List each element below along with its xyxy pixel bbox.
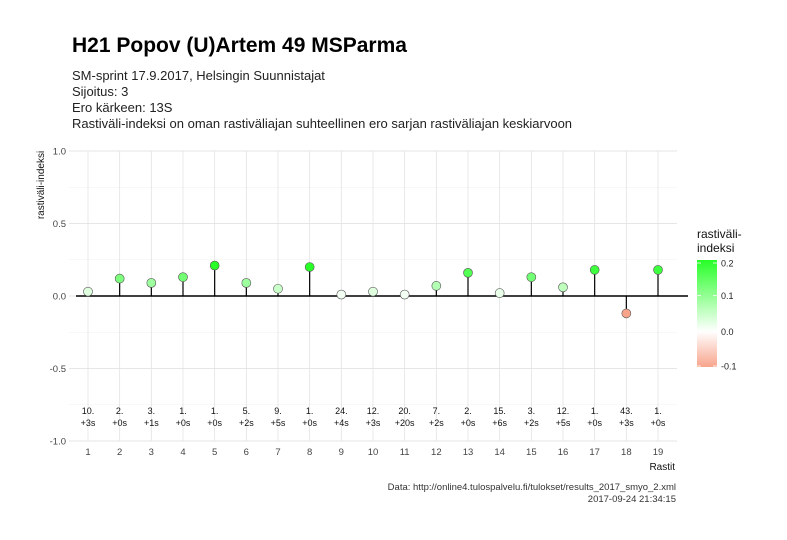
rank-label: 20. — [398, 406, 411, 416]
chart-subtitle-description: Rastiväli-indeksi on oman rastiväliajan … — [72, 116, 573, 131]
diff-label: +4s — [334, 418, 349, 428]
rank-label: 12. — [367, 406, 380, 416]
rank-label: 24. — [335, 406, 348, 416]
y-tick-label: 0.0 — [53, 292, 66, 303]
legend-title-line-2: indeksi — [697, 241, 734, 255]
y-tick-label: 0.5 — [53, 219, 66, 230]
lollipop-point — [114, 273, 125, 284]
lollipop-point — [178, 272, 188, 282]
lollipop-point — [526, 272, 537, 282]
rank-label: 2. — [116, 406, 124, 416]
lollipop-point — [621, 308, 632, 319]
diff-label: +3s — [81, 418, 96, 428]
x-tick-label: 5 — [212, 447, 217, 458]
y-tick-label: -1.0 — [50, 437, 66, 448]
y-axis-title: rastiväli-indeksi — [36, 151, 47, 219]
rank-label: 12. — [557, 406, 570, 416]
diff-label: +0s — [651, 418, 666, 428]
rank-label: 1. — [211, 406, 219, 416]
x-tick-label: 16 — [558, 447, 569, 458]
rank-label: 3. — [528, 406, 536, 416]
x-axis-title: Rastit — [649, 462, 675, 473]
x-tick-label: 10 — [368, 447, 379, 458]
rank-label: 1. — [654, 406, 662, 416]
legend-tick-label: 0.0 — [721, 327, 734, 337]
lollipop-point — [146, 278, 157, 288]
lollipop-point — [589, 265, 600, 275]
lollipop-point — [399, 289, 410, 300]
rank-label: 5. — [243, 406, 251, 416]
x-tick-label: 9 — [339, 447, 344, 458]
diff-label: +5s — [556, 418, 571, 428]
lollipop-point — [653, 265, 663, 275]
rank-label: 15. — [493, 406, 506, 416]
lollipop-point — [558, 282, 568, 293]
timestamp-caption: 2017-09-24 21:34:15 — [587, 494, 676, 505]
data-source-caption: Data: http://online4.tulospalvelu.fi/tul… — [387, 482, 676, 493]
x-tick-label: 11 — [400, 447, 410, 458]
rank-label: 10. — [82, 406, 95, 416]
lollipop-point — [209, 260, 220, 271]
diff-label: +0s — [207, 418, 222, 428]
lollipop-point — [273, 283, 283, 294]
diff-label: +0s — [587, 418, 602, 428]
diff-label: +2s — [524, 418, 539, 428]
rank-label: 1. — [179, 406, 187, 416]
diff-label: +0s — [112, 418, 127, 428]
diff-label: +1s — [144, 418, 159, 428]
diff-label: +0s — [176, 418, 191, 428]
lollipop-point — [494, 288, 505, 298]
chart-subtitle-gap: Ero kärkeen: 13S — [72, 100, 173, 115]
lollipop-point — [463, 267, 473, 278]
y-tick-label: -0.5 — [50, 364, 66, 375]
chart-title: H21 Popov (U)Artem 49 MSParma — [72, 34, 407, 57]
x-tick-label: 15 — [526, 447, 537, 458]
x-tick-label: 19 — [653, 447, 664, 458]
diff-label: +20s — [395, 418, 415, 428]
x-tick-label: 2 — [117, 447, 122, 458]
lollipop-point — [83, 286, 93, 297]
chart-subtitle-placement: Sijoitus: 3 — [72, 84, 129, 99]
x-tick-label: 17 — [589, 447, 600, 458]
lollipop-point — [368, 286, 378, 297]
lollipop-point — [241, 278, 252, 288]
legend-color-bar — [697, 260, 717, 367]
lollipop-point — [304, 262, 315, 272]
x-tick-label: 14 — [494, 447, 505, 458]
x-tick-label: 6 — [244, 447, 249, 458]
diff-label: +2s — [239, 418, 254, 428]
rank-label: 3. — [148, 406, 156, 416]
diff-label: +5s — [271, 418, 286, 428]
legend-tick-label: -0.1 — [721, 362, 737, 372]
chart-subtitle-event: SM-sprint 17.9.2017, Helsingin Suunnista… — [72, 68, 325, 83]
rank-label: 1. — [591, 406, 599, 416]
rank-label: 7. — [433, 406, 441, 416]
x-tick-label: 3 — [149, 447, 154, 458]
diff-label: +6s — [492, 418, 507, 428]
rank-label: 9. — [274, 406, 282, 416]
x-tick-label: 7 — [275, 447, 280, 458]
lollipop-point — [336, 289, 347, 300]
x-tick-label: 18 — [621, 447, 632, 458]
legend-title-line-1: rastiväli- — [697, 227, 742, 241]
y-tick-label: 1.0 — [53, 147, 66, 158]
diff-label: +3s — [619, 418, 634, 428]
diff-label: +2s — [429, 418, 444, 428]
diff-label: +0s — [302, 418, 317, 428]
x-tick-label: 4 — [180, 447, 185, 458]
x-tick-label: 12 — [431, 447, 442, 458]
diff-label: +3s — [366, 418, 381, 428]
legend-tick-label: 0.1 — [721, 291, 734, 301]
x-tick-label: 1 — [85, 447, 90, 458]
lollipop-point — [431, 281, 442, 291]
x-tick-label: 13 — [463, 447, 474, 458]
x-tick-label: 8 — [307, 447, 312, 458]
legend-tick-label: 0.2 — [721, 259, 734, 269]
diff-label: +0s — [461, 418, 476, 428]
rank-label: 1. — [306, 406, 314, 416]
rank-label: 43. — [620, 406, 633, 416]
rank-label: 2. — [464, 406, 472, 416]
